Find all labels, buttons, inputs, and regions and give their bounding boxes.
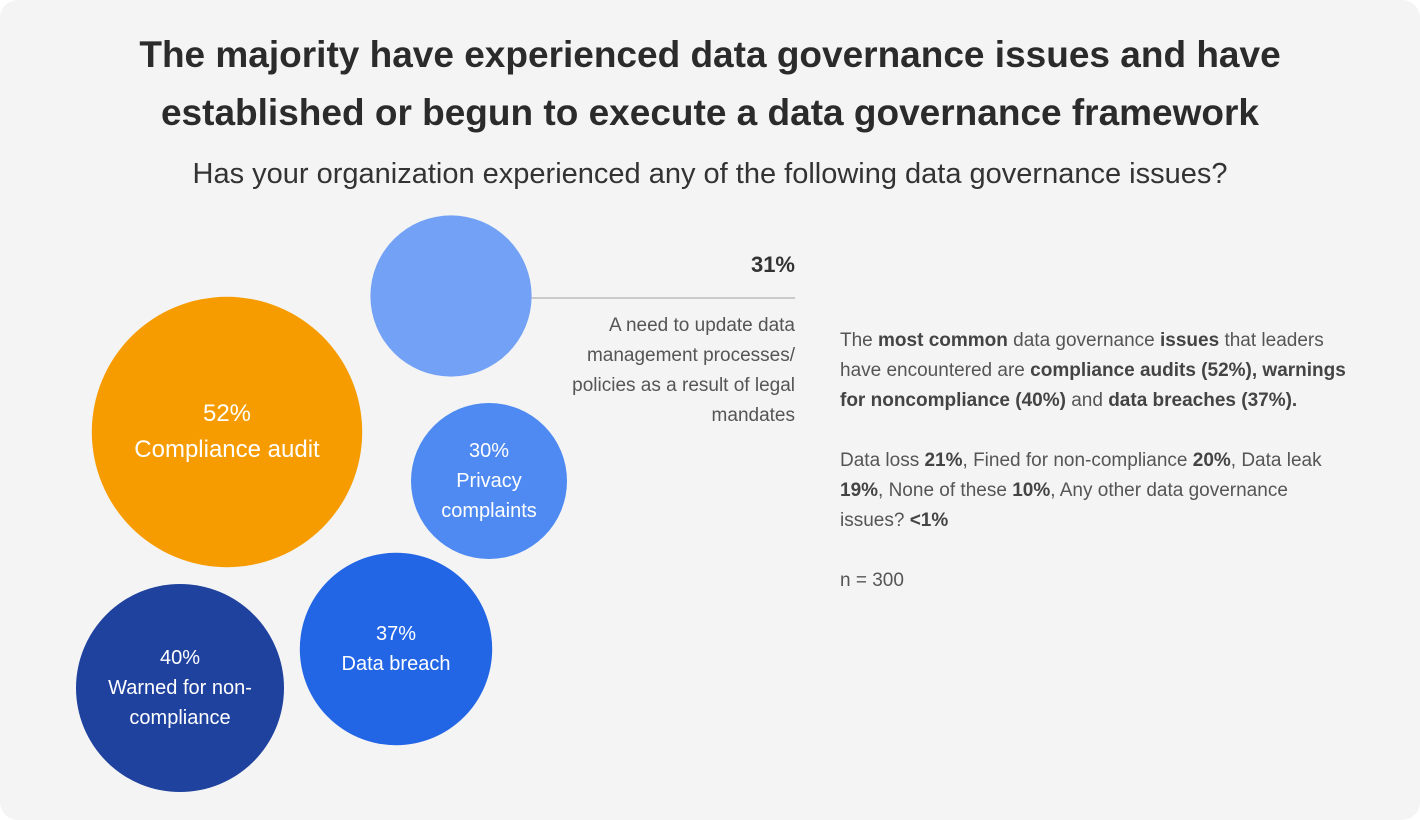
- emphasis-text: 19%: [840, 480, 879, 501]
- bubble: [299, 552, 493, 746]
- summary-paragraph: Data loss 21%, Fined for non-compliance …: [840, 446, 1355, 536]
- summary-text: The most common data governance issues t…: [840, 326, 1355, 626]
- bubble-label: 30% Privacy complaints: [429, 436, 550, 526]
- bubble-label: 52% Compliance audit: [122, 396, 332, 468]
- value-label: 37%: [375, 623, 417, 645]
- bubble-label: 37% Data breach: [321, 619, 470, 679]
- text: , Any other data governance issues?: [840, 480, 1288, 531]
- chart-subtitle: Has your organization experienced any of…: [192, 158, 1228, 190]
- value-label: 52%: [202, 400, 252, 427]
- value-label: 30%: [468, 440, 510, 462]
- emphasis-text: issues: [1160, 330, 1220, 351]
- text: , Data leak: [1230, 450, 1322, 471]
- bubble: [91, 296, 363, 568]
- emphasis-text: data breaches (37%).: [1108, 390, 1298, 411]
- bubble: [76, 584, 284, 792]
- emphasis-text: 21%: [924, 450, 963, 471]
- text: n = 300: [840, 570, 904, 591]
- text: The: [840, 330, 879, 351]
- text: and: [1065, 390, 1109, 411]
- text: that leaders have encountered are: [840, 330, 1324, 381]
- category-label: Privacy complaints: [441, 470, 537, 522]
- text: Data loss: [840, 450, 925, 471]
- category-label: Compliance audit: [134, 436, 320, 463]
- text: data governance: [1007, 330, 1161, 351]
- emphasis-text: compliance audits (52%), warnings for no…: [840, 360, 1346, 411]
- summary-paragraph: The most common data governance issues t…: [840, 326, 1355, 416]
- text: , None of these: [878, 480, 1013, 501]
- emphasis-text: <1%: [909, 510, 949, 531]
- text: , Fined for non-compliance: [962, 450, 1193, 471]
- value-label: 31%: [750, 252, 795, 277]
- emphasis-text: 10%: [1012, 480, 1051, 501]
- emphasis-text: 20%: [1192, 450, 1231, 471]
- emphasis-text: most common: [878, 330, 1008, 351]
- category-label: A need to update data management process…: [572, 315, 795, 426]
- value-label: 40%: [159, 647, 201, 669]
- chart-title: The majority have experienced data gover…: [139, 34, 1281, 133]
- category-label: Data breach: [341, 653, 451, 675]
- category-label: Warned for non-compliance: [108, 677, 252, 729]
- bubble: [370, 215, 532, 377]
- bubble: [411, 403, 567, 559]
- summary-paragraph: n = 300: [840, 566, 1355, 596]
- bubble-label: 40% Warned for non-compliance: [99, 643, 260, 733]
